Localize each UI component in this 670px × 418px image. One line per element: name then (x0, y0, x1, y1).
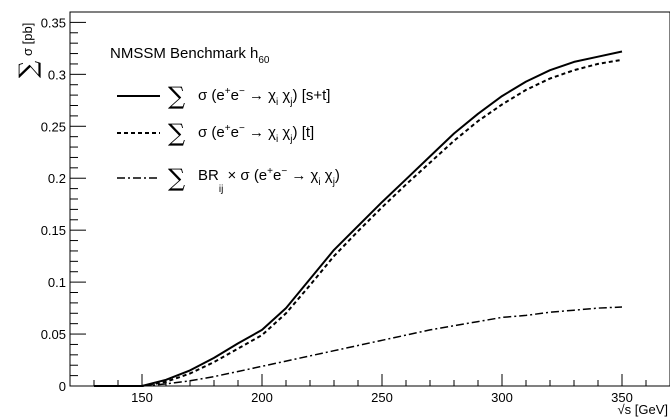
legend-label-3: BRij × σ (e+e− → χi χj) (198, 166, 340, 195)
legend-label-2: σ (e+e− → χi χj) [t] (198, 123, 314, 145)
y-axis-title-text: σ [pb] (20, 23, 35, 56)
legend-title: NMSSM Benchmark h60 (110, 45, 270, 66)
y-tick-label: 0.35 (41, 15, 66, 30)
legend: NMSSM Benchmark h60 ∑ σ (e+e− → χi χj) [… (110, 45, 340, 195)
y-axis: 0 0.05 0.1 0.15 0.2 0.25 0.3 0.35 (41, 11, 86, 394)
x-tick-label: 250 (371, 390, 393, 405)
y-tick-label: 0.15 (41, 223, 66, 238)
y-tick-label: 0.1 (48, 275, 66, 290)
y-axis-title: ∑ σ [pb] (14, 23, 42, 78)
series-layer (94, 50, 623, 387)
x-tick-label: 350 (611, 390, 633, 405)
x-axis: 150 200 250 300 350 (69, 374, 670, 405)
legend-label-1: σ (e+e− → χi χj) [s+t] (198, 86, 330, 108)
legend-sum-1: ∑ (168, 82, 185, 110)
plot-frame (69, 11, 670, 387)
legend-sum-2: ∑ (168, 119, 185, 147)
x-tick-label: 300 (491, 390, 513, 405)
legend-sum-3: ∑ (168, 164, 185, 192)
y-tick-label: 0.05 (41, 327, 66, 342)
x-tick-label: 150 (131, 390, 153, 405)
x-axis-title: √s [GeV] (618, 402, 668, 417)
y-axis-title-sum: ∑ (14, 61, 42, 78)
x-tick-label: 200 (251, 390, 273, 405)
y-tick-label: 0.25 (41, 119, 66, 134)
series-line-dashdot (141, 306, 623, 387)
y-tick-label: 0.2 (48, 171, 66, 186)
y-tick-label: 0 (59, 379, 66, 394)
series-line-solid (94, 50, 623, 387)
series-line-dashed (141, 58, 623, 387)
y-tick-label: 0.3 (48, 67, 66, 82)
